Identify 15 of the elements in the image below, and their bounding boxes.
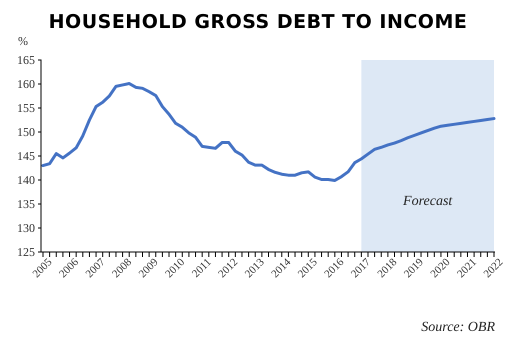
chart-title: HOUSEHOLD GROSS DEBT TO INCOME — [48, 11, 468, 33]
y-tick-label: 130 — [17, 220, 35, 235]
source-note: Source: OBR — [421, 320, 496, 335]
band-label: Forecast — [402, 194, 454, 209]
y-tick-label: 165 — [17, 52, 35, 67]
y-tick-label: 135 — [17, 196, 35, 211]
y-axis-title: % — [18, 34, 28, 48]
y-tick-label: 155 — [17, 100, 35, 115]
y-tick-label: 125 — [17, 244, 35, 259]
y-tick-label: 140 — [17, 172, 35, 187]
x-tick-label: 2011 — [190, 256, 214, 280]
line-series — [42, 82, 496, 182]
y-tick-label: 150 — [17, 124, 35, 139]
y-tick-label: 160 — [17, 76, 35, 91]
y-tick-label: 145 — [17, 148, 35, 163]
